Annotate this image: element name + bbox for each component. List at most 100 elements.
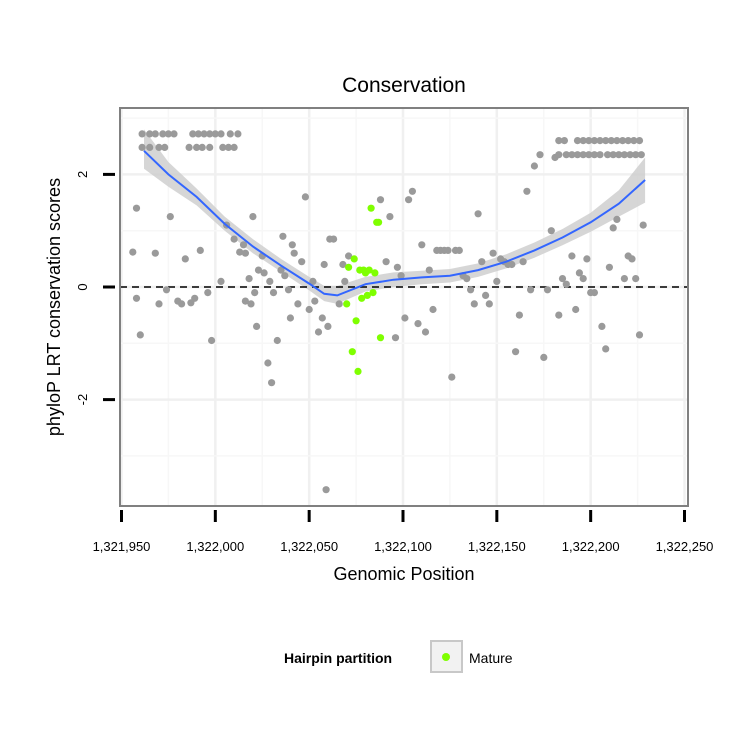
data-point-other [236,248,244,256]
data-point-mature [367,204,375,212]
data-point-other [241,297,249,305]
data-point-other [382,258,390,266]
data-point-other [217,130,225,138]
x-axis: 1,321,950 1,322,000 1,322,050 1,322,100 1,32… [93,510,714,554]
data-point-other [639,221,647,229]
data-point-other [206,130,214,138]
data-point-other [151,130,159,138]
data-point-other [637,151,645,159]
data-point-other [573,151,582,159]
data-point-other [607,137,615,145]
data-point-other [245,275,253,283]
data-point-other [463,275,471,283]
data-point-other [562,280,570,288]
data-point-mature [345,263,353,271]
data-point-other [206,143,214,151]
data-point-other [155,300,163,308]
data-point-other [605,263,614,271]
x-tick-label: 1,322,250 [656,539,714,554]
data-point-other [555,137,563,145]
data-point-other [339,260,347,269]
y-tick-label: 0 [75,283,90,290]
data-point-other [288,241,296,249]
legend-title: Hairpin partition [284,650,392,666]
data-point-mature [375,218,383,226]
data-point-other [208,336,216,345]
data-point-other [234,130,242,138]
data-point-other [585,151,593,159]
data-point-other [129,248,137,256]
data-point-other [408,187,416,195]
data-point-other [604,151,612,159]
data-point-other [628,255,636,263]
data-point-other [632,151,640,159]
data-point-other [170,130,178,138]
x-axis-title: Genomic Position [333,564,474,584]
data-point-other [596,151,604,159]
data-point-other [489,249,497,257]
data-point-other [613,215,621,223]
data-point-other [189,130,197,138]
data-point-other [590,289,599,297]
data-point-other [615,151,623,159]
x-tick-label: 1,322,200 [562,539,620,554]
data-point-mature [348,348,356,356]
data-point-other [555,311,563,319]
data-point-other [286,314,294,322]
data-point-other [602,345,610,353]
data-point-other [178,300,186,308]
data-point-other [273,336,281,345]
data-point-other [508,260,516,269]
data-point-other [318,314,326,322]
data-point-other [314,328,323,336]
data-point-other [555,151,563,159]
data-point-other [511,348,520,356]
legend-label-mature: Mature [469,650,513,666]
data-point-other [455,246,463,254]
series-mature-points [343,204,385,375]
data-point-other [138,130,146,138]
data-point-other [239,241,248,249]
data-point-other [482,291,490,299]
data-point-other [277,266,285,274]
x-tick-label: 1,322,100 [374,539,432,554]
data-point-mature [343,300,351,308]
data-point-other [200,130,208,138]
x-tick-label: 1,322,000 [186,539,244,554]
data-point-mature [376,334,385,342]
data-point-other [254,266,263,274]
y-tick-label: 2 [75,171,90,178]
data-point-other [247,300,255,308]
data-point-other [632,275,640,283]
data-point-other [421,328,430,336]
data-point-other [136,331,144,339]
data-point-other [579,275,587,283]
data-point-other [161,143,169,151]
y-axis-title: phyloP LRT conservation scores [44,178,64,436]
data-point-other [253,322,261,330]
data-point-other [429,305,437,314]
data-point-other [558,275,567,283]
data-point-other [478,258,486,266]
x-tick-label: 1,321,950 [93,539,151,554]
data-point-other [266,277,274,285]
data-point-other [579,151,587,159]
data-point-other [196,246,204,254]
data-point-mature [352,317,360,325]
plot-frame [119,107,689,507]
data-point-other [630,137,638,145]
data-point-other [515,311,524,319]
data-point-other [626,151,634,159]
data-point-other [301,193,309,201]
data-point-other [341,277,349,285]
data-point-other [393,263,401,271]
data-point-other [397,272,405,280]
data-point-other [590,137,599,145]
data-point-other [386,213,394,221]
data-point-other [543,286,552,294]
data-point-other [132,204,141,212]
data-point-other [635,137,644,145]
data-point-other [294,300,302,308]
data-point-other [583,255,591,263]
